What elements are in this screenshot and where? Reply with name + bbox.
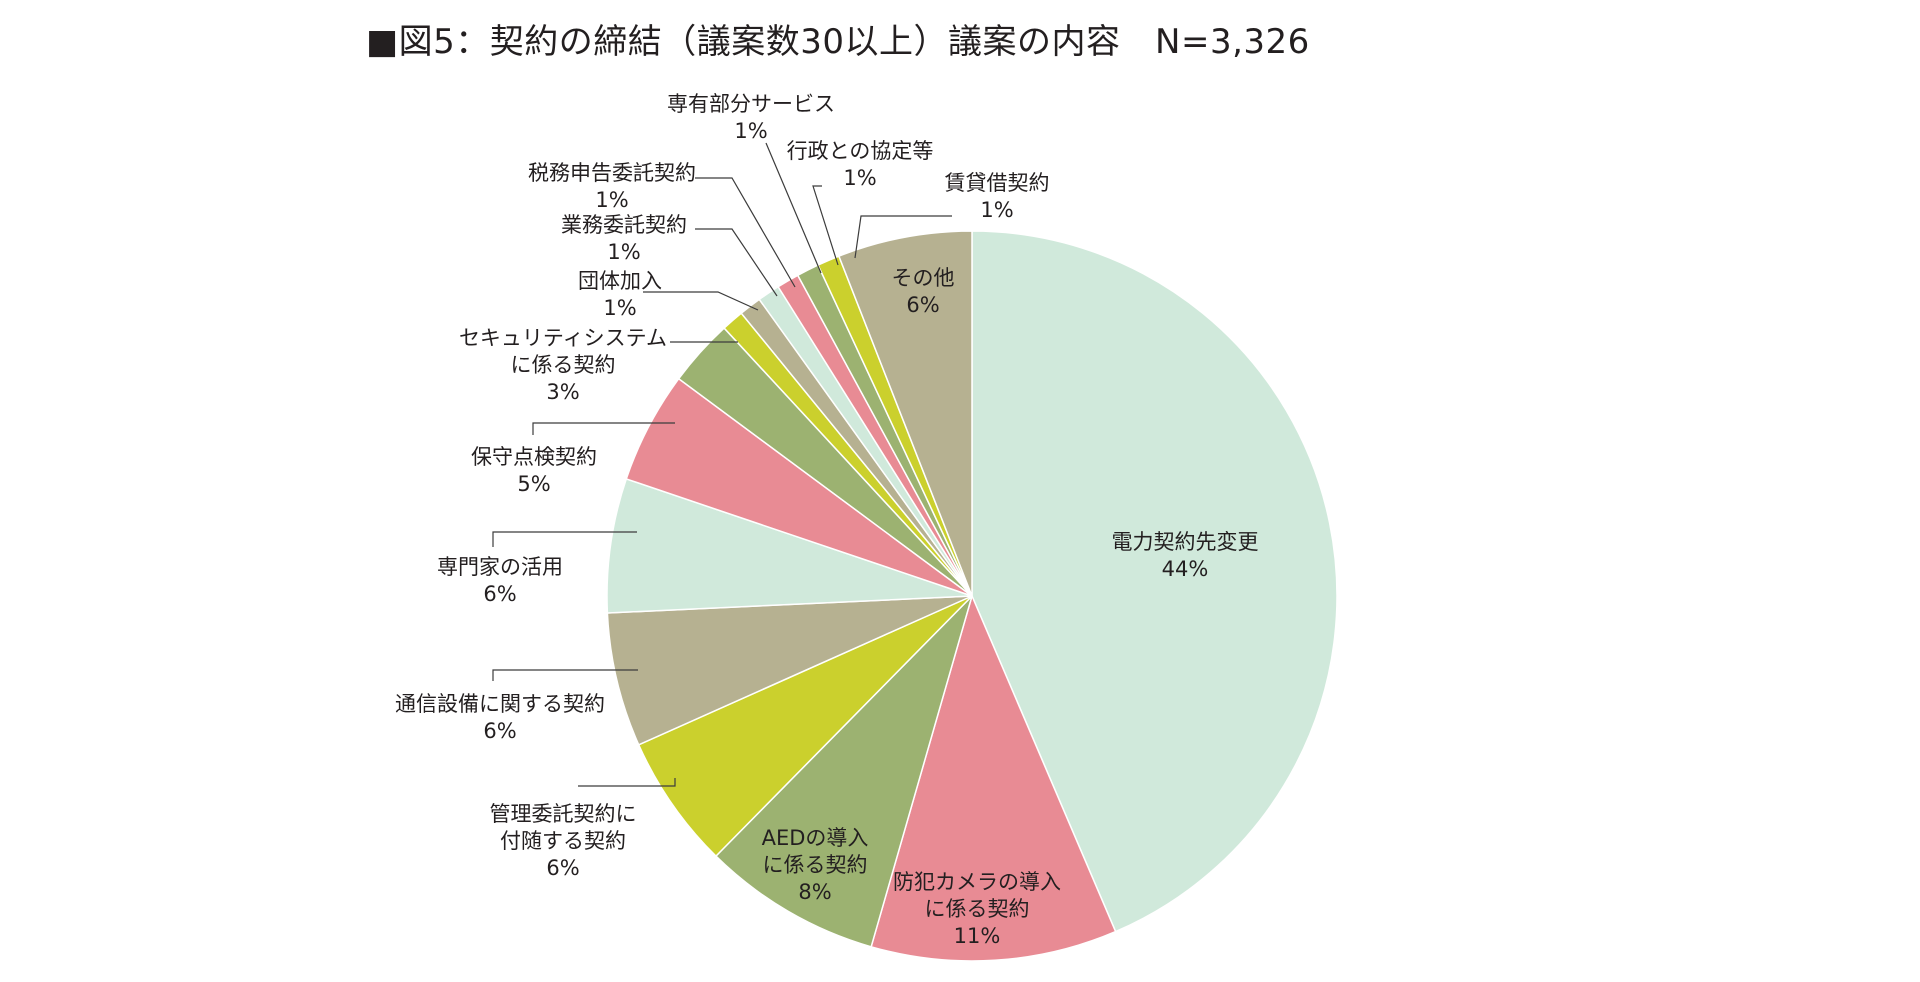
slice-name-label: 管理委託契約に [490,802,637,826]
slice-name-label: AEDの導入 [762,826,869,850]
slice-name-label: 専門家の活用 [437,555,563,579]
slice-label: AEDの導入に係る契約 8% [762,826,869,904]
slice-label: 賃貸借契約 1% [945,171,1050,222]
slice-value-label: 3% [546,380,579,404]
slice-name-label: 電力契約先変更 [1112,530,1259,554]
pie-slice [870,593,1117,962]
slice-name-label: 付随する契約 [500,829,626,853]
slice-label: 通信設備に関する契約 6% [395,692,605,743]
leader-line [695,177,796,288]
slice-label: 防犯カメラの導入に係る契約 11% [893,870,1061,948]
pie-slices [606,230,1338,962]
pie-slice [714,595,973,948]
slice-value-label: 1% [980,198,1013,222]
slice-value-label: 6% [546,856,579,880]
slice-name-label: 保守点検契約 [471,445,597,469]
slice-label: 電力契約先変更 44% [1112,530,1259,581]
leader-line [578,778,676,787]
slice-label: その他 6% [892,266,955,317]
slice-label: 保守点検契約 5% [471,445,597,496]
pie-slice [637,595,973,858]
slice-value-label: 44% [1162,557,1209,581]
leader-line [854,215,952,259]
slice-label: 管理委託契約に付随する契約 6% [490,802,637,880]
slice-name-label: その他 [892,266,955,290]
leader-line [695,228,778,297]
slice-value-label: 6% [906,293,939,317]
slice-value-label: 1% [595,188,628,212]
leader-line [812,185,839,266]
leader-line [765,142,822,274]
slice-label: 税務申告委託契約 1% [528,161,696,212]
slice-name-label: 防犯カメラの導入 [893,870,1061,894]
slice-value-label: 6% [483,582,516,606]
slice-value-label: 11% [954,924,1001,948]
slice-value-label: 1% [607,240,640,264]
slice-labels: 電力契約先変更 44%防犯カメラの導入に係る契約 11%AEDの導入に係る契約 8%管… [395,92,1259,948]
chart-title: ■図5：契約の締結（議案数30以上）議案の内容 N=3,326 [366,22,1310,62]
leader-line [492,531,637,547]
slice-name-label: に係る契約 [925,897,1030,921]
slice-value-label: 1% [843,166,876,190]
slice-value-label: 8% [798,880,831,904]
slice-label: 専有部分サービス 1% [667,92,835,143]
slice-name-label: 賃貸借契約 [945,171,1050,195]
pie-slice [837,230,973,597]
slice-label: 専門家の活用 6% [437,555,563,606]
slice-name-label: 専有部分サービス [667,92,835,116]
slice-value-label: 1% [734,119,767,143]
pie-slice [971,230,1338,933]
slice-value-label: 1% [603,296,636,320]
leader-line [643,291,759,311]
slice-label: 業務委託契約 1% [561,213,687,264]
pie-slice [606,477,973,614]
pie-slice [606,595,973,746]
slice-name-label: に係る契約 [763,853,868,877]
slice-value-label: 6% [483,719,516,743]
leader-line [492,669,638,681]
slice-name-label: 行政との協定等 [787,139,934,163]
slice-name-label: 通信設備に関する契約 [395,692,605,716]
slice-name-label: 税務申告委託契約 [528,161,696,185]
slice-label: 行政との協定等 1% [787,139,934,190]
slice-name-label: 団体加入 [578,269,662,293]
leader-line [532,422,675,435]
slice-name-label: セキュリティシステム [459,326,667,350]
slice-label: 団体加入 1% [578,269,662,320]
leader-lines [492,142,952,787]
slice-name-label: に係る契約 [511,353,616,377]
slice-name-label: 業務委託契約 [561,213,687,237]
slice-label: セキュリティシステムに係る契約 3% [459,326,667,404]
slice-value-label: 5% [517,472,550,496]
